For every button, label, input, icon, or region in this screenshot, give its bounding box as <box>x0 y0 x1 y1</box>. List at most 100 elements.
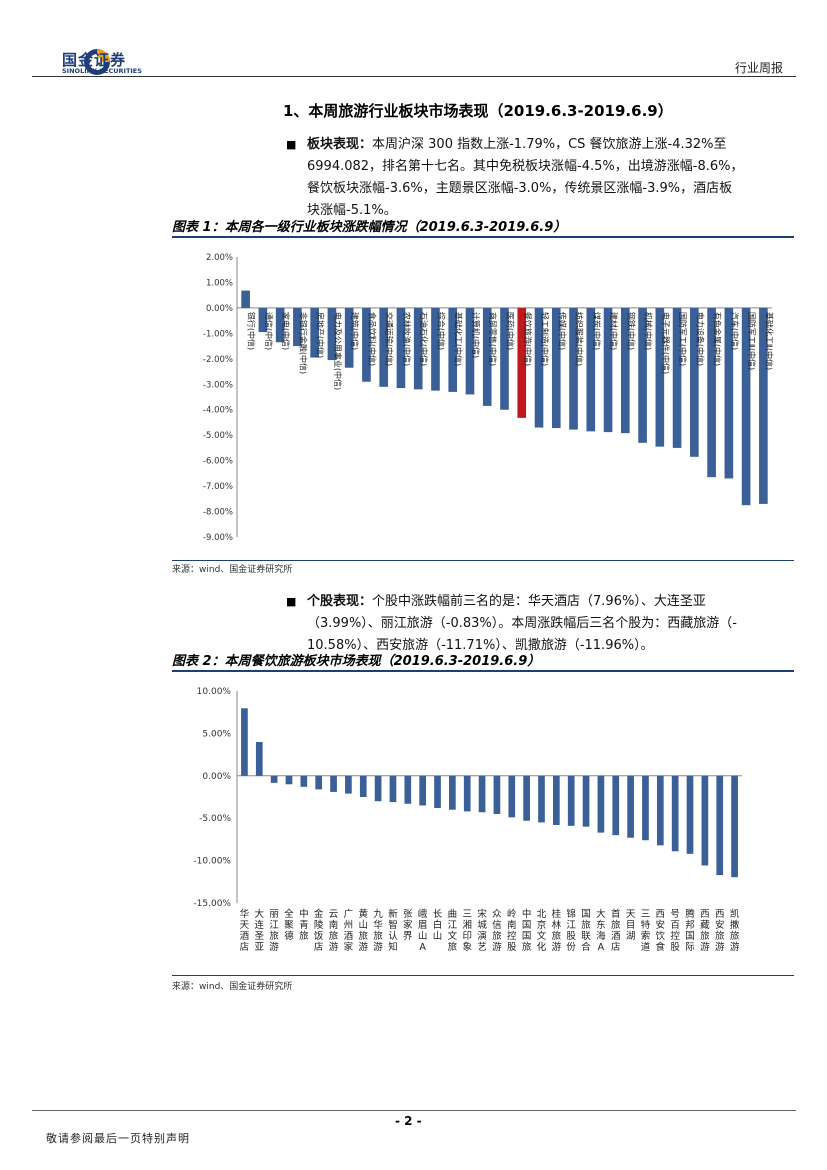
category-label: 基础化工Ⅱ(中信) <box>764 312 774 370</box>
bar <box>258 307 268 333</box>
bar <box>434 775 441 809</box>
category-label: 全聚德 <box>284 908 294 942</box>
category-label: 黄山旅游 <box>358 908 368 953</box>
bullet-square-icon: ■ <box>286 138 297 151</box>
bar <box>690 307 699 457</box>
figure2-bottom-rule <box>172 975 794 976</box>
bar <box>642 775 649 841</box>
category-label: 大连圣亚 <box>255 908 265 953</box>
category-label: 国防军工(中信) <box>678 312 688 366</box>
y-tick-label: 5.00% <box>202 729 231 739</box>
category-label: 腾邦国际 <box>685 908 695 953</box>
category-label: 餐饮旅游(中信) <box>523 312 533 366</box>
bullet-square-icon: ■ <box>286 595 297 608</box>
bar <box>315 775 323 790</box>
category-label: 建材(中信) <box>609 312 619 350</box>
bar <box>671 775 679 852</box>
tourism-stock-chart: 10.00% 5.00% 0.00% -5.00% -10.00% -15.00% 华天酒店… <box>193 687 742 953</box>
industry-sector-chart: 2.00% 1.00% 0.00% -1.00% -2.00% -3.00% -4.00% -… <box>203 253 774 543</box>
category-label: 三特索道 <box>641 909 651 953</box>
bar <box>275 307 285 343</box>
bar <box>413 307 423 390</box>
bar <box>310 307 319 358</box>
category-label: 北京文化 <box>537 909 547 953</box>
bar <box>270 775 278 783</box>
y-tick-label: -1.00% <box>203 329 233 339</box>
category-label: 汽车(中信) <box>730 312 740 350</box>
figure1-title: 图表 1：本周各一级行业板块涨跌幅情况（2019.6.3-2019.6.9） <box>172 220 567 235</box>
bar <box>419 775 427 806</box>
y-tick-label: -5.00% <box>203 431 233 441</box>
y-tick-label: -6.00% <box>203 457 233 467</box>
bar <box>404 775 412 804</box>
bar <box>449 775 456 810</box>
bar <box>362 307 371 382</box>
para-line: 本周沪深 300 指数上涨-1.79%，CS 餐饮旅游上涨-4.32%至 <box>372 137 727 152</box>
sector-performance-paragraph: 板块表现：本周沪深 300 指数上涨-1.79%，CS 餐饮旅游上涨-4.32%… <box>307 134 743 222</box>
category-label: 电力及公用事业(中信) <box>333 312 343 390</box>
para-line: 餐饮板块涨幅-3.6%，主题景区涨幅-3.0%，传统景区涨幅-3.9%，酒店板 <box>307 181 733 196</box>
bar <box>508 775 516 818</box>
figure2-title: 图表 2：本周餐饮旅游板块市场表现（2019.6.3-2019.6.9） <box>172 654 541 669</box>
bar <box>241 290 250 308</box>
y-tick-label: -9.00% <box>203 533 233 543</box>
footer-divider <box>32 1110 796 1111</box>
category-label: 凯撒旅游 <box>730 908 740 953</box>
bar <box>463 775 471 812</box>
bar <box>293 307 302 347</box>
category-label: 峨眉山 A <box>418 908 428 953</box>
bar <box>586 307 596 432</box>
bar <box>396 307 406 389</box>
bar <box>716 775 724 876</box>
category-label: 西安饮食 <box>656 909 666 953</box>
category-label: 综合(中信) <box>436 312 446 350</box>
category-label: 计算机(中信) <box>471 312 481 358</box>
para-line: 个股中涨跌幅前三名的是：华天酒店（7.96%）、大连圣亚 <box>372 594 706 609</box>
y-tick-label: 1.00% <box>206 278 233 288</box>
bar <box>327 307 337 361</box>
category-label: 传媒(中信) <box>557 312 567 350</box>
bar <box>374 775 382 802</box>
category-label: 交通运输(中信) <box>385 312 395 366</box>
category-label: 石油石化(中信) <box>419 312 429 366</box>
category-label: 中国国旅 <box>522 908 532 953</box>
category-label: 广州酒家 <box>344 908 354 953</box>
y-tick-label: -3.00% <box>203 380 233 390</box>
category-label: 通信(中信) <box>264 312 274 350</box>
bar <box>465 307 475 395</box>
category-label: 桂林旅游 <box>552 908 562 953</box>
bar <box>538 775 545 823</box>
bar <box>552 775 560 825</box>
bar <box>627 775 634 838</box>
bar <box>567 775 575 826</box>
bar <box>731 775 738 878</box>
category-label: 中青旅 <box>299 908 309 942</box>
bar <box>707 307 716 478</box>
bar <box>686 775 694 854</box>
bar <box>597 775 605 833</box>
header-divider <box>32 76 796 77</box>
y-tick-label: -2.00% <box>203 355 233 365</box>
category-label: 大东海 A <box>596 908 606 953</box>
category-label: 天目湖 <box>626 909 636 942</box>
category-label: 新智认知 <box>388 908 398 953</box>
bar <box>672 307 682 448</box>
category-label: 金陵饭店 <box>314 908 324 953</box>
bar <box>638 307 647 443</box>
bar <box>701 775 709 866</box>
category-label: 张家界 <box>403 909 413 942</box>
figure2-top-rule <box>172 670 794 672</box>
category-label: 首旅酒店 <box>611 908 621 953</box>
para-label: 个股表现： <box>307 594 373 609</box>
y-tick-label: -10.00% <box>193 857 231 867</box>
figure1-top-rule <box>172 236 794 238</box>
bar <box>344 307 354 368</box>
category-label: 丽江旅游 <box>269 909 279 953</box>
bar <box>478 775 486 813</box>
category-label: 电子元器件(中信) <box>661 312 671 374</box>
bar <box>493 775 501 814</box>
bar <box>523 775 530 821</box>
category-label: 西安旅游 <box>715 909 725 953</box>
bar <box>448 307 458 392</box>
category-label: 西藏旅游 <box>700 909 710 953</box>
